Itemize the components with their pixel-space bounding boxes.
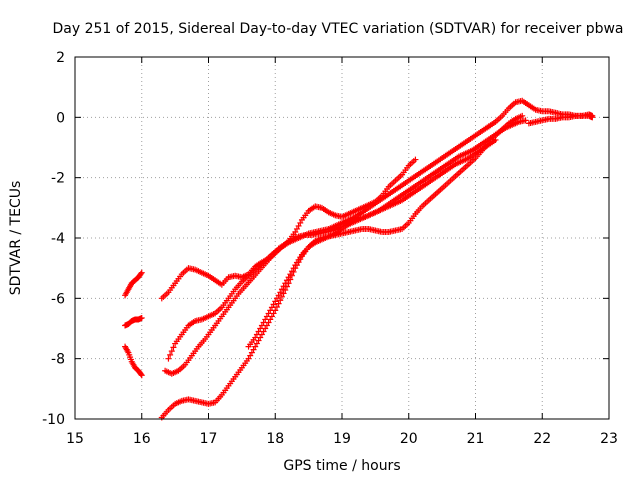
data-point [265,310,272,317]
data-point [262,325,269,332]
data-point [293,225,300,232]
data-point [267,316,274,323]
data-points [122,97,596,421]
data-point [252,334,259,341]
data-point [248,349,255,356]
data-point [589,112,596,119]
data-point [273,304,280,311]
data-point [275,292,282,299]
data-point [268,304,275,311]
data-point [412,156,419,163]
data-point [282,287,289,294]
data-point [268,313,275,320]
x-tick-label: 16 [133,431,151,447]
y-tick-label: -6 [51,291,65,307]
data-point [278,293,285,300]
x-axis-label: GPS time / hours [283,458,400,474]
data-point [292,228,299,235]
y-axis-label: SDTVAR / TECUs [8,181,24,296]
data-point [252,343,259,350]
data-point [255,337,262,344]
data-point [288,268,295,275]
data-point [258,322,265,329]
x-tick-label: 18 [266,431,284,447]
series-arc1 [122,269,145,299]
series-arc8 [245,136,499,350]
data-point [263,322,270,329]
y-tick-label: 2 [56,50,65,66]
data-point [138,372,145,379]
x-tick-label: 17 [200,431,218,447]
data-point [257,325,264,332]
data-point [273,295,280,302]
data-point [138,269,145,276]
data-point [297,219,304,226]
series-arc2 [122,314,145,329]
y-tick-label: 0 [56,110,65,126]
data-point [260,319,267,326]
data-point [270,310,277,317]
data-point [253,331,260,338]
data-point [255,328,262,335]
data-point [137,371,144,378]
x-tick-label: 19 [333,431,351,447]
x-tick-labels: 15 16 17 18 19 20 21 22 23 [66,431,618,447]
data-point [275,300,282,307]
data-point [277,297,284,304]
series-arc6 [165,123,492,362]
data-point [282,280,289,287]
data-point [138,314,145,321]
data-point [277,289,284,296]
data-point [250,346,257,353]
grid-lines [75,57,609,419]
chart-title: Day 251 of 2015, Sidereal Day-to-day VTE… [52,21,623,37]
data-point [287,271,294,278]
data-point [170,344,177,351]
x-tick-label: 20 [400,431,418,447]
series-arc10 [525,111,596,127]
data-point [262,316,269,323]
data-point [253,340,260,347]
y-tick-label: -10 [42,412,65,428]
y-tick-labels: -10 -8 -6 -4 -2 0 2 [42,50,65,428]
data-point [137,270,144,277]
data-point [257,334,264,341]
data-point [265,319,272,326]
series-arc3 [122,343,145,379]
data-point [165,355,172,362]
x-tick-label: 23 [600,431,618,447]
data-point [272,298,279,305]
data-point [263,313,270,320]
data-point [522,117,529,124]
data-point [247,352,254,359]
data-point [168,348,175,355]
data-point [283,277,290,284]
data-point [280,290,287,297]
y-tick-label: -4 [51,231,65,247]
data-point [285,274,292,281]
data-point [492,136,499,143]
data-point [295,222,302,229]
data-point [270,301,277,308]
data-point [258,331,265,338]
data-point [260,328,267,335]
y-tick-label: -8 [51,352,65,368]
x-tick-label: 22 [533,431,551,447]
x-tick-label: 15 [66,431,84,447]
x-tick-label: 21 [467,431,485,447]
data-point [519,112,526,119]
data-point [272,307,279,314]
data-point [245,355,252,362]
data-point [280,283,287,290]
data-point [167,351,174,358]
plot-frame [74,56,610,420]
y-tick-label: -2 [51,171,65,187]
data-point [267,307,274,314]
data-point [290,265,297,272]
data-point [278,286,285,293]
